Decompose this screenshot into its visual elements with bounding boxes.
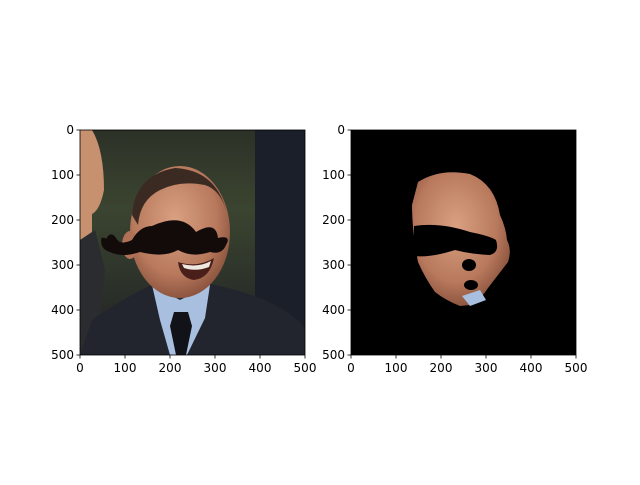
x-tick-label: 400 — [249, 361, 272, 375]
left-image-panel — [80, 130, 305, 355]
mustache — [105, 220, 228, 255]
y-tick-label: 200 — [51, 213, 74, 227]
hair — [132, 168, 226, 225]
y-tick-label: 0 — [66, 123, 74, 137]
x-tick-label: 300 — [204, 361, 227, 375]
x-tick-label: 0 — [76, 361, 84, 375]
side-person-face — [80, 130, 104, 265]
left-axes-frame — [79, 129, 306, 356]
x-tick-label: 500 — [565, 361, 588, 375]
x-tick-label: 100 — [114, 361, 137, 375]
y-tick-label: 500 — [322, 348, 345, 362]
x-tick-label: 200 — [159, 361, 182, 375]
chin-hole — [464, 280, 478, 290]
right-image-panel — [351, 130, 576, 355]
teeth — [182, 261, 211, 270]
x-tick-label: 400 — [520, 361, 543, 375]
y-tick-label: 500 — [51, 348, 74, 362]
x-tick-label: 100 — [385, 361, 408, 375]
y-tick-label: 300 — [322, 258, 345, 272]
x-tick-label: 200 — [430, 361, 453, 375]
mustache-curl-left — [101, 237, 113, 253]
y-tick-label: 400 — [322, 303, 345, 317]
eye-band-mask — [414, 224, 498, 257]
y-tick-label: 200 — [322, 213, 345, 227]
collar-fragment — [462, 290, 486, 306]
tie — [170, 312, 192, 355]
right-axes-frame — [350, 129, 577, 356]
y-tick-label: 300 — [51, 258, 74, 272]
mouth-hole — [462, 259, 476, 271]
y-tick-label: 100 — [322, 168, 345, 182]
x-tick-label: 0 — [347, 361, 355, 375]
x-tick-label: 500 — [294, 361, 317, 375]
x-tick-label: 300 — [475, 361, 498, 375]
y-tick-label: 400 — [51, 303, 74, 317]
y-tick-label: 0 — [337, 123, 345, 137]
y-tick-label: 100 — [51, 168, 74, 182]
